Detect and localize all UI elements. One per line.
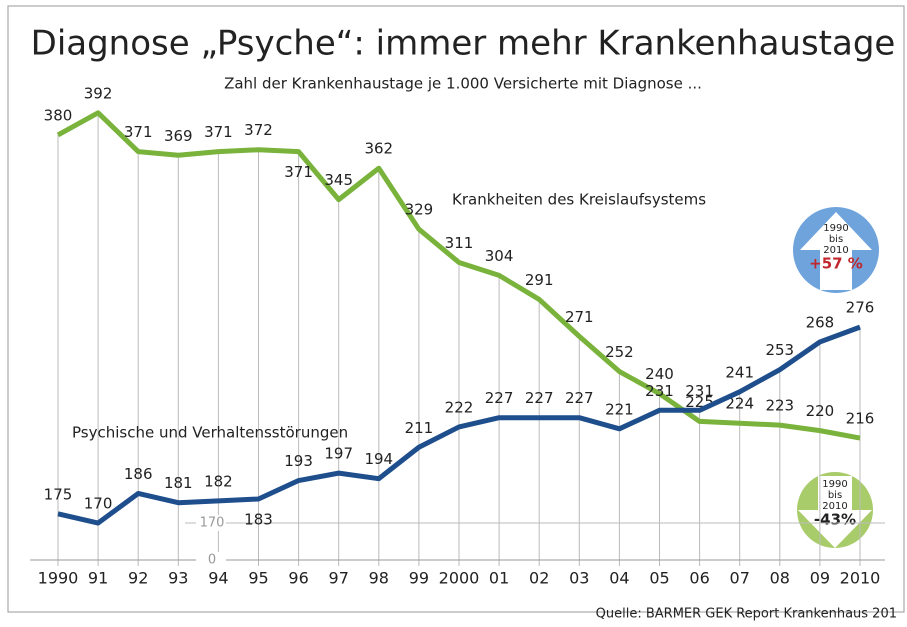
- data-label: 369: [164, 127, 193, 145]
- tick-bg: [196, 515, 226, 532]
- x-tick-label: 09: [810, 569, 830, 588]
- x-tick-label: 06: [689, 569, 709, 588]
- y-tick-label: 170: [200, 516, 225, 531]
- badge-text: bis: [828, 490, 842, 501]
- chart-title: Diagnose „Psyche“: immer mehr Krankenhau…: [31, 24, 896, 64]
- data-label: 362: [364, 140, 393, 158]
- x-tick-label: 91: [88, 569, 108, 588]
- data-label: 268: [806, 313, 835, 331]
- x-tick-label: 94: [208, 569, 228, 588]
- badge-text: bis: [829, 234, 843, 245]
- line-series: [56, 110, 861, 441]
- source: Quelle: BARMER GEK Report Krankenhaus 20…: [596, 607, 897, 622]
- x-tick-label: 95: [248, 569, 268, 588]
- data-label: 241: [725, 363, 754, 381]
- data-label: 345: [324, 171, 353, 189]
- x-tick-label: 08: [770, 569, 790, 588]
- x-tick-label: 02: [529, 569, 549, 588]
- data-label: 311: [445, 234, 474, 252]
- x-tick-label: 96: [288, 569, 308, 588]
- data-label: 182: [204, 472, 233, 490]
- x-tick-label: 01: [489, 569, 509, 588]
- x-tick-label: 92: [128, 569, 148, 588]
- legend-label: Psychische und Verhaltensstörungen: [72, 424, 348, 442]
- data-label: 271: [565, 308, 594, 326]
- data-label: 227: [565, 389, 594, 407]
- data-label: 223: [765, 397, 794, 415]
- x-tick-label: 2000: [439, 569, 480, 588]
- y-tick-label: 0: [208, 553, 216, 568]
- x-tick-label: 99: [409, 569, 429, 588]
- data-label: 197: [324, 445, 353, 463]
- data-label: 329: [405, 201, 434, 219]
- data-label: 220: [806, 402, 835, 420]
- data-label: 186: [124, 465, 153, 483]
- badge-change: -43%: [814, 511, 856, 529]
- badge-arrow: [798, 476, 872, 548]
- badge-text: 1990: [822, 479, 847, 490]
- data-label: 392: [84, 84, 113, 102]
- data-label: 170: [84, 495, 113, 513]
- frame: [7, 5, 905, 613]
- data-label: 194: [364, 450, 393, 468]
- data-label: 227: [525, 389, 554, 407]
- x-tick-label: 98: [369, 569, 389, 588]
- data-label: 175: [44, 485, 73, 503]
- data-label: 371: [204, 123, 233, 141]
- data-label: 224: [725, 395, 754, 413]
- x-tick-label: 07: [730, 569, 750, 588]
- badge-text: 1990: [823, 223, 848, 234]
- x-tick-label: 04: [609, 569, 629, 588]
- data-label: 193: [284, 452, 313, 470]
- x-tick-label: 93: [168, 569, 188, 588]
- data-label: 183: [244, 511, 273, 529]
- data-label: 181: [164, 474, 193, 492]
- data-label: 216: [846, 410, 875, 428]
- data-label: 231: [645, 382, 674, 400]
- data-label: 231: [685, 382, 714, 400]
- data-label: 222: [445, 398, 474, 416]
- badge-change: +57 %: [809, 255, 863, 273]
- data-label: 380: [44, 106, 73, 124]
- x-tick-label: 2010: [840, 569, 881, 588]
- x-tick-label: 1990: [38, 569, 79, 588]
- data-label: 252: [605, 343, 634, 361]
- data-label: 372: [244, 121, 273, 139]
- data-label: 253: [765, 341, 794, 359]
- data-label: 291: [525, 271, 554, 289]
- data-label: 211: [405, 419, 434, 437]
- data-label: 221: [605, 400, 634, 418]
- data-label: 240: [645, 365, 674, 383]
- line-series: [57, 324, 861, 526]
- data-label: 304: [485, 247, 514, 265]
- badge-text: 2010: [822, 501, 847, 512]
- badge-arrow: [800, 212, 872, 290]
- data-label: 371: [284, 163, 313, 181]
- chart-subtitle: Zahl der Krankenhaustage je 1.000 Versic…: [224, 75, 702, 93]
- tick-bg: [196, 552, 226, 568]
- badge-text: 2010: [823, 245, 848, 256]
- x-tick-label: 05: [649, 569, 669, 588]
- x-tick-label: 97: [329, 569, 349, 588]
- data-label: 371: [124, 123, 153, 141]
- data-label: 276: [846, 299, 875, 317]
- legend-label: Krankheiten des Kreislaufsystems: [452, 191, 706, 209]
- x-tick-label: 03: [569, 569, 589, 588]
- data-label: 227: [485, 389, 514, 407]
